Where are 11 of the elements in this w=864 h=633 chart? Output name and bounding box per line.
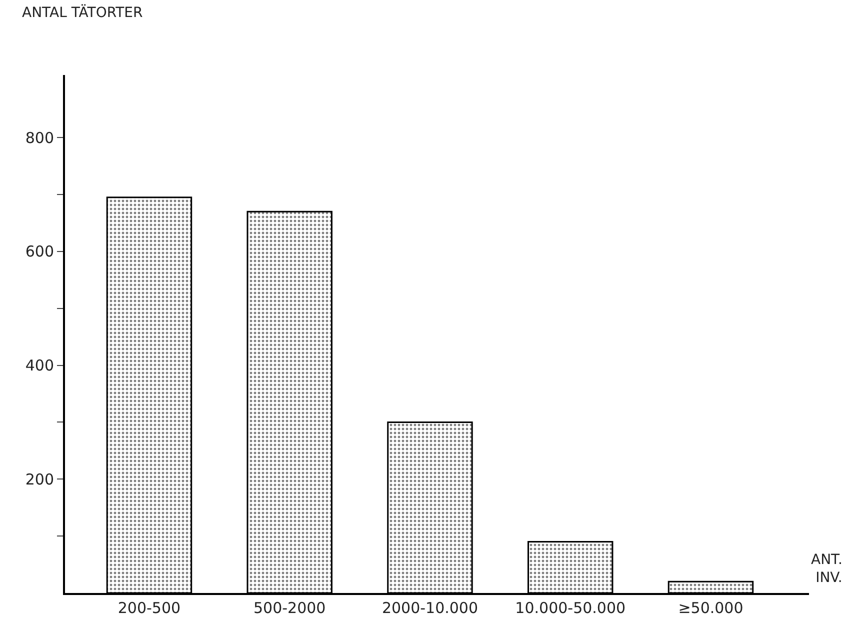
y-tick-label: 600 bbox=[25, 242, 54, 261]
x-tick-label: 10.000-50.000 bbox=[515, 599, 626, 617]
y-tick-label: 200 bbox=[25, 470, 54, 488]
x-tick-label: 200-500 bbox=[118, 599, 181, 617]
y-axis-title: ANTAL TÄTORTER bbox=[22, 4, 143, 21]
x-tick-label: 2000-10.000 bbox=[382, 599, 478, 617]
y-tick-label: 400 bbox=[25, 356, 54, 375]
x-axis-title: ANT. INV. bbox=[811, 552, 842, 586]
y-tick-label: 800 bbox=[25, 128, 54, 147]
x-tick-label: ≥50.000 bbox=[678, 599, 744, 617]
x-tick-label: 500-2000 bbox=[253, 599, 326, 617]
